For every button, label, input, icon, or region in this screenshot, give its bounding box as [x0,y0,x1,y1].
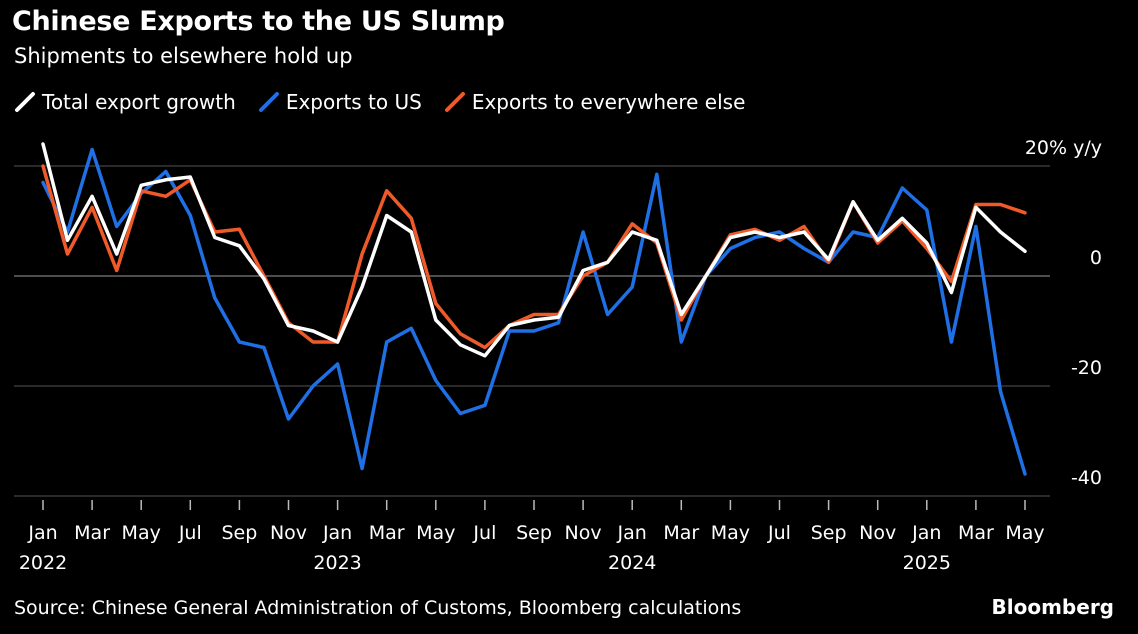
legend-label-total: Total export growth [42,90,236,114]
x-tick-label-8: May [416,522,455,544]
x-tick-label-7: Mar [369,522,405,544]
y-tick-label-3: -40 [1071,467,1102,489]
x-tick-label-11: Nov [565,522,602,544]
chart-subtitle: Shipments to elsewhere hold up [14,44,353,68]
legend-label-us: Exports to US [285,90,422,114]
x-tick-label-0: Jan [27,522,57,544]
x-tick-label-20: May [1005,522,1044,544]
x-tick-label-17: Nov [859,522,896,544]
bloomberg-logo: Bloomberg [991,595,1114,619]
year-label-2022: 2022 [19,552,67,574]
x-tick-label-12: Jan [617,522,647,544]
x-tick-label-4: Sep [221,522,257,544]
x-tick-label-10: Sep [516,522,552,544]
year-label-2023: 2023 [313,552,361,574]
legend-label-else: Exports to everywhere else [471,90,746,114]
x-tick-label-5: Nov [270,522,307,544]
legend: Total export growth Exports to US Export… [14,90,745,114]
x-tick-label-18: Jan [911,522,941,544]
x-tick-label-6: Jan [322,522,352,544]
x-tick-label-14: May [711,522,750,544]
y-tick-label-0: 20% y/y [1025,137,1102,159]
legend-line-else-icon [444,92,465,112]
x-tick-label-9: Jul [472,522,496,544]
legend-line-total-icon [15,92,35,112]
y-tick-label-2: -20 [1071,357,1102,379]
legend-item-us: Exports to US [258,90,422,114]
legend-item-total: Total export growth [14,90,236,114]
legend-item-else: Exports to everywhere else [444,90,746,114]
year-label-2025: 2025 [903,552,951,574]
x-tick-label-16: Sep [811,522,847,544]
chart-title: Chinese Exports to the US Slump [12,6,505,37]
x-tick-label-2: May [122,522,161,544]
x-tick-label-3: Jul [178,522,202,544]
x-tick-label-13: Mar [663,522,699,544]
series-line-total [41,142,1027,358]
x-tick-label-19: Mar [958,522,994,544]
y-tick-label-1: 0 [1090,247,1102,269]
source-note: Source: Chinese General Administration o… [14,597,742,619]
series-line-us [41,147,1027,476]
legend-line-us-icon [258,92,279,112]
x-tick-label-15: Jul [767,522,791,544]
year-label-2024: 2024 [608,552,656,574]
x-tick-label-1: Mar [74,522,110,544]
